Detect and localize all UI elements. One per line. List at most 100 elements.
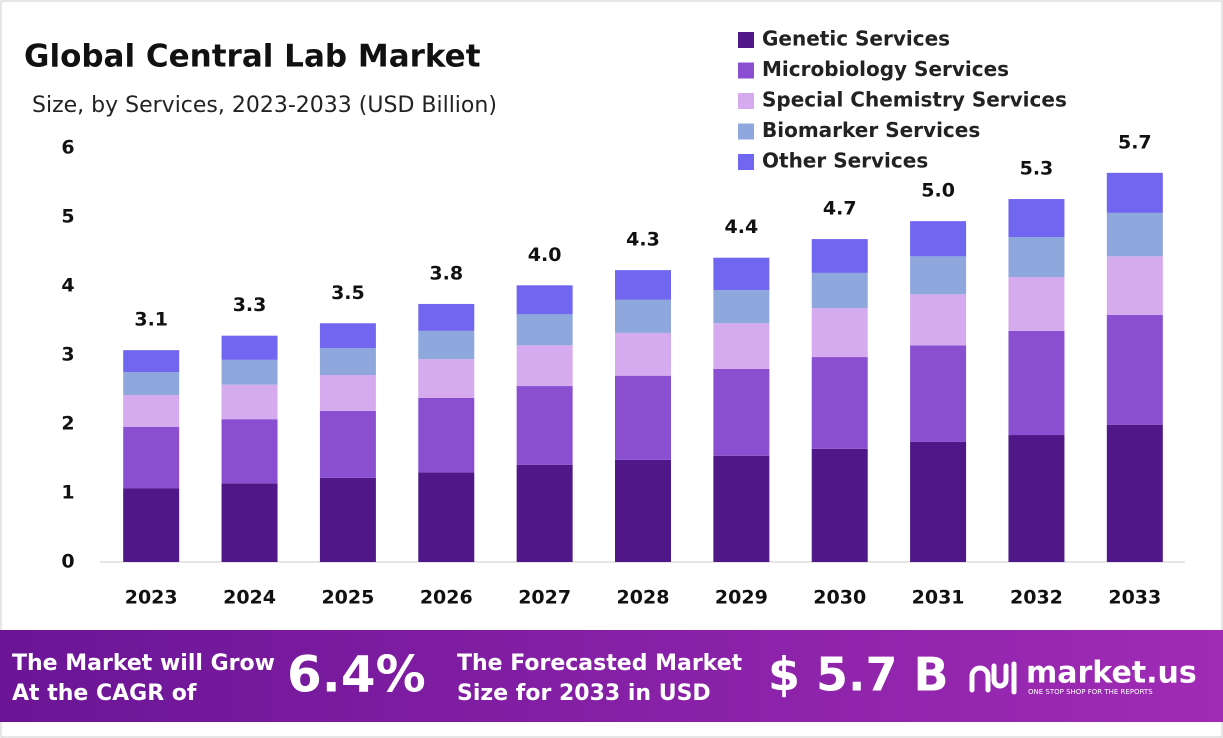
bar-segment [713,290,770,324]
total-label: 4.7 [823,198,857,220]
bar-segment [1008,199,1065,238]
forecast-text: Size for 2033 in USD [457,681,711,706]
bar-segment [516,285,573,315]
x-tick-label: 2033 [1108,587,1161,609]
forecast-text: The Forecasted Market [457,651,743,676]
bar-segment [418,330,475,360]
x-tick-label: 2027 [518,587,571,609]
bar-segment [713,368,770,456]
bar-segment [615,270,671,300]
bar-segment [516,345,573,387]
x-tick-label: 2026 [420,587,473,609]
x-tick-label: 2025 [321,587,374,609]
total-label: 5.0 [921,180,955,202]
forecast-value: $ 5.7 B [768,648,949,702]
cagr-text: At the CAGR of [12,681,197,706]
bar-segment [1106,256,1163,315]
bar-segment [123,488,180,562]
bar-segment [319,410,376,478]
bar-segment [319,375,376,411]
bar-segment [811,357,868,449]
bar-segment [713,257,770,291]
x-tick-label: 2024 [223,587,276,609]
bar-segment [123,395,180,427]
chart-title: Global Central Lab Market [24,39,481,75]
footer-band [0,630,1223,722]
bar-segment [713,455,770,562]
cagr-value: 6.4% [287,646,426,704]
bar-segment [319,323,376,349]
bar-segment [418,359,475,398]
legend-swatch [738,154,754,170]
bar-segment [418,397,475,473]
bar-segment [319,348,376,376]
total-label: 5.7 [1118,131,1152,153]
bar-segment [418,303,475,331]
bar-segment [811,272,868,309]
bar-segment [615,459,671,562]
bar-segment [1106,424,1163,562]
bar-segment [811,448,868,562]
bar-segment [1008,330,1065,436]
total-label: 3.1 [134,309,168,331]
total-label: 3.8 [429,262,463,284]
legend-label: Special Chemistry Services [762,88,1067,112]
bar-segment [1106,212,1163,257]
bar-segment [713,323,770,369]
bar-segment [221,483,278,562]
y-tick-label: 2 [61,413,74,435]
legend-label: Biomarker Services [762,118,980,142]
legend-swatch [738,123,754,140]
bar-segment [615,299,671,333]
bar-segment [910,294,967,346]
bar-segment [910,441,967,562]
bar-segment [811,308,868,358]
total-label: 3.3 [233,294,267,316]
bar-segment [516,314,573,346]
legend-swatch [738,93,754,109]
y-tick-label: 5 [61,206,74,228]
total-label: 4.4 [725,216,759,238]
bar-segment [1008,435,1065,562]
legend-swatch [738,32,754,48]
legend-label: Microbiology Services [762,57,1009,81]
cagr-text: The Market will Grow [12,651,275,676]
bar-segment [811,239,868,273]
bar-segment [910,256,967,295]
total-label: 4.3 [626,229,660,251]
bar-segment [910,221,967,257]
brand: market.us [1026,656,1197,691]
x-tick-label: 2029 [715,587,768,609]
bar-segment [615,332,671,376]
x-tick-label: 2031 [912,587,965,609]
y-tick-label: 6 [61,137,74,159]
x-tick-label: 2032 [1010,587,1063,609]
total-label: 5.3 [1020,158,1054,180]
legend-swatch [738,62,754,79]
y-tick-label: 3 [61,344,74,366]
x-tick-label: 2028 [617,587,670,609]
total-label: 3.5 [331,282,365,304]
bar-segment [516,386,573,465]
bar-segment [221,384,278,420]
bar-segment [123,372,180,396]
bar-segment [1008,237,1065,278]
tagline: ONE STOP SHOP FOR THE REPORTS [1028,688,1153,696]
bar-segment [319,477,376,562]
bar-segment [221,335,278,360]
bar-segment [516,464,573,562]
y-tick-label: 4 [61,275,74,297]
bar-segment [418,472,475,562]
y-tick-label: 0 [61,551,74,573]
bar-segment [221,419,278,484]
legend-label: Genetic Services [762,27,950,51]
bar-segment [1106,172,1163,213]
bar-segment [123,426,180,489]
x-tick-label: 2030 [813,587,866,609]
chart-subtitle: Size, by Services, 2023-2033 (USD Billio… [32,93,497,118]
brand-logo [969,661,1017,695]
bar-segment [910,345,967,442]
total-label: 4.0 [528,244,562,266]
bar-segment [123,350,180,373]
x-tick-label: 2023 [125,587,178,609]
